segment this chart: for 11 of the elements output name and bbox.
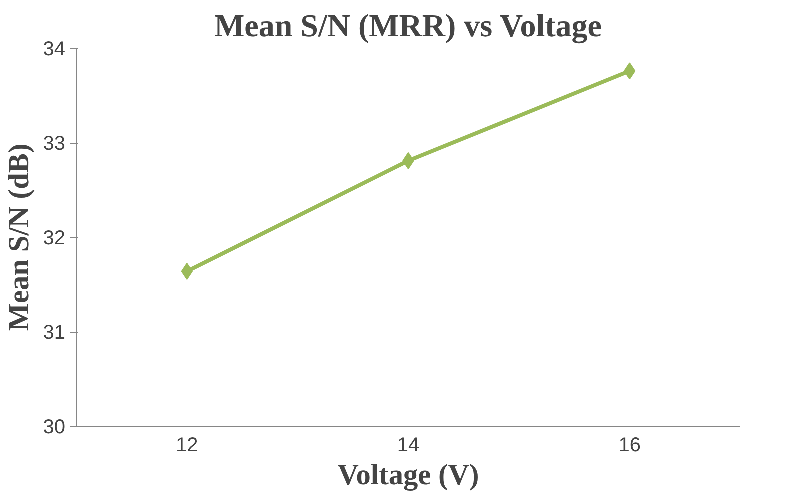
y-tick-label: 34 <box>43 38 66 60</box>
y-axis-title: Mean S/N (dB) <box>3 144 36 332</box>
x-tick-label: 14 <box>397 434 420 456</box>
y-tick-label: 33 <box>43 133 66 155</box>
y-tick-label: 30 <box>43 416 66 438</box>
x-tick-label: 12 <box>176 434 198 456</box>
y-tick-label: 31 <box>43 322 66 344</box>
y-tick-label: 32 <box>43 228 66 250</box>
x-tick-label: 16 <box>618 434 641 456</box>
chart-title: Mean S/N (MRR) vs Voltage <box>214 8 602 44</box>
x-axis-title: Voltage (V) <box>338 460 480 492</box>
